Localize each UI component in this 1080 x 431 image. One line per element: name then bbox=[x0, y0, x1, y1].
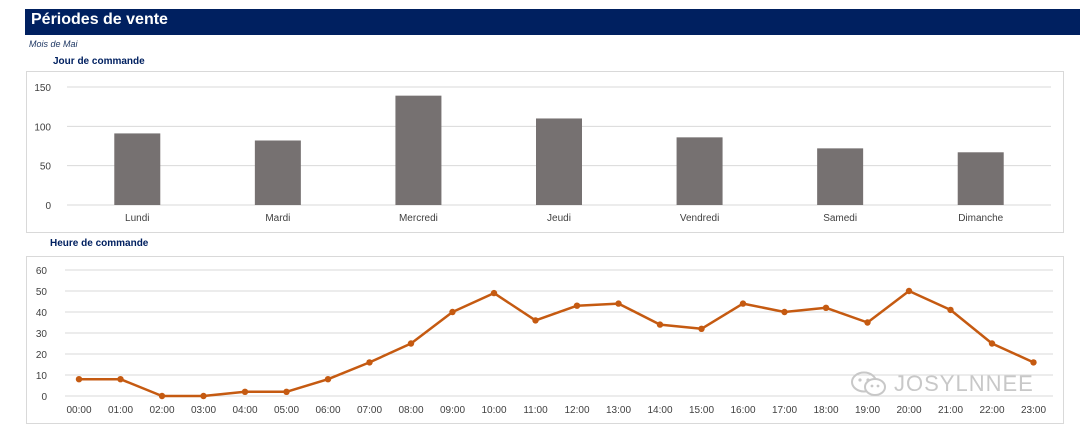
data-point bbox=[324, 376, 332, 383]
data-point bbox=[1030, 359, 1037, 366]
y-tick-label: 30 bbox=[36, 329, 48, 340]
x-tick-label: 18:00 bbox=[813, 405, 838, 416]
x-tick-label: 23:00 bbox=[1021, 405, 1046, 416]
x-tick-label: 19:00 bbox=[855, 405, 880, 416]
y-tick-label: 20 bbox=[36, 350, 48, 361]
bar-dimanche bbox=[957, 152, 1004, 205]
data-point bbox=[615, 300, 622, 307]
watermark-text: JOSYLNNEE bbox=[894, 371, 1034, 396]
x-tick-label: 09:00 bbox=[440, 405, 465, 416]
x-tick-label: 06:00 bbox=[315, 405, 340, 416]
data-point bbox=[366, 359, 373, 366]
bar-vendredi bbox=[676, 137, 723, 205]
data-point bbox=[573, 302, 581, 309]
x-tick-label: 01:00 bbox=[108, 405, 133, 416]
x-tick-label: 14:00 bbox=[647, 405, 672, 416]
bar-jeudi bbox=[536, 118, 582, 205]
x-tick-label: Dimanche bbox=[958, 213, 1003, 224]
x-tick-label: 00:00 bbox=[66, 405, 91, 416]
x-tick-label: 16:00 bbox=[730, 405, 755, 416]
y-tick-label: 10 bbox=[36, 371, 48, 382]
header-banner: Périodes de vente bbox=[25, 9, 1080, 35]
x-tick-label: Vendredi bbox=[680, 213, 719, 224]
x-tick-label: 13:00 bbox=[606, 405, 631, 416]
data-point bbox=[407, 340, 415, 347]
data-point bbox=[988, 340, 996, 347]
data-point bbox=[864, 319, 871, 326]
period-subtitle: Mois de Mai bbox=[29, 39, 78, 49]
data-point bbox=[449, 308, 456, 316]
data-point bbox=[947, 306, 954, 314]
data-point bbox=[158, 392, 166, 400]
x-tick-label: 10:00 bbox=[481, 405, 506, 416]
bar-samedi bbox=[817, 148, 864, 205]
data-point bbox=[283, 388, 290, 395]
data-point bbox=[75, 376, 83, 383]
x-tick-label: 03:00 bbox=[191, 405, 216, 416]
data-point bbox=[905, 287, 913, 295]
y-tick-label: 60 bbox=[36, 266, 48, 277]
day-bar-chart-svg: 0 50 100 150 Lundi Mardi Mercredi Jeudi Vendredi… bbox=[34, 83, 1051, 224]
day-bar-chart: 0 50 100 150 Lundi Mardi Mercredi Jeudi Vendredi… bbox=[26, 71, 1064, 233]
x-tick-label: 04:00 bbox=[232, 405, 257, 416]
x-tick-label: Jeudi bbox=[547, 213, 571, 224]
hour-line-chart: 0 10 20 30 40 50 60 00:00 01:00 02:00 03:00 04:00 05… bbox=[26, 256, 1064, 424]
x-tick-label: 20:00 bbox=[896, 405, 921, 416]
bar-mardi bbox=[254, 140, 301, 205]
x-tick-label: Lundi bbox=[125, 213, 149, 224]
x-tick-label: 11:00 bbox=[523, 405, 548, 416]
data-point bbox=[490, 289, 498, 297]
data-point bbox=[241, 388, 249, 395]
y-tick-label: 40 bbox=[36, 308, 48, 319]
bar-mercredi bbox=[395, 95, 442, 205]
x-tick-label: 21:00 bbox=[938, 405, 963, 416]
x-tick-label: 07:00 bbox=[357, 405, 382, 416]
y-tick-label: 50 bbox=[40, 162, 52, 173]
hour-series-line bbox=[79, 289, 1035, 398]
data-point bbox=[822, 304, 830, 311]
x-tick-label: 12:00 bbox=[564, 405, 589, 416]
x-tick-label: 08:00 bbox=[398, 405, 423, 416]
watermark: JOSYLNNEE bbox=[850, 370, 1034, 398]
y-tick-label: 50 bbox=[36, 287, 48, 298]
data-point bbox=[781, 308, 788, 316]
y-tick-label: 100 bbox=[34, 122, 51, 133]
y-tick-label: 0 bbox=[45, 201, 51, 212]
x-tick-label: 17:00 bbox=[772, 405, 797, 416]
wechat-icon bbox=[851, 371, 886, 396]
x-tick-label: 02:00 bbox=[149, 405, 174, 416]
x-tick-label: Mardi bbox=[265, 213, 290, 224]
hour-chart-title: Heure de commande bbox=[50, 238, 149, 249]
data-point bbox=[656, 321, 664, 328]
hour-line-chart-svg: 0 10 20 30 40 50 60 00:00 01:00 02:00 03:00 04:00 05… bbox=[36, 266, 1053, 416]
x-tick-label: 15:00 bbox=[689, 405, 714, 416]
page-title: Périodes de vente bbox=[31, 11, 168, 28]
data-point bbox=[200, 392, 207, 400]
y-tick-label: 150 bbox=[34, 83, 51, 94]
data-point bbox=[117, 376, 124, 383]
data-point bbox=[698, 325, 705, 332]
day-chart-title: Jour de commande bbox=[53, 56, 145, 67]
data-point bbox=[532, 317, 539, 324]
bar-lundi bbox=[114, 133, 161, 205]
data-point bbox=[739, 300, 747, 307]
x-tick-label: Samedi bbox=[823, 213, 857, 224]
y-tick-label: 0 bbox=[41, 392, 47, 403]
x-tick-label: 22:00 bbox=[979, 405, 1004, 416]
x-tick-label: 05:00 bbox=[274, 405, 299, 416]
x-tick-label: Mercredi bbox=[399, 213, 438, 224]
